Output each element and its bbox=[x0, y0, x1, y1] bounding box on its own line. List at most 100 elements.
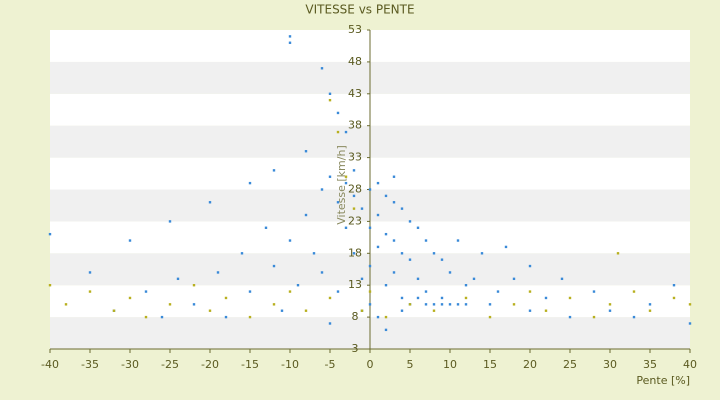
point bbox=[248, 181, 252, 185]
point bbox=[440, 296, 444, 300]
point bbox=[464, 284, 468, 287]
point bbox=[208, 309, 212, 312]
point bbox=[688, 322, 692, 325]
point bbox=[288, 41, 292, 44]
point bbox=[360, 277, 364, 281]
point bbox=[424, 239, 428, 242]
x-tick-label: 35 bbox=[643, 358, 657, 371]
point bbox=[272, 169, 276, 172]
point bbox=[528, 309, 532, 312]
point bbox=[352, 169, 356, 172]
point bbox=[304, 150, 308, 153]
point bbox=[512, 277, 516, 281]
point bbox=[360, 207, 364, 210]
x-tick-label: -20 bbox=[201, 358, 219, 371]
point bbox=[224, 296, 228, 300]
point bbox=[328, 92, 332, 95]
point bbox=[392, 201, 396, 204]
point bbox=[376, 181, 380, 185]
point bbox=[384, 328, 388, 332]
y-tick-label: 28 bbox=[348, 183, 362, 196]
point bbox=[464, 303, 468, 306]
point bbox=[648, 309, 652, 312]
point bbox=[168, 220, 172, 223]
point bbox=[112, 309, 116, 312]
y-tick-label: 48 bbox=[348, 55, 362, 68]
point bbox=[304, 309, 308, 312]
x-tick-label: 40 bbox=[683, 358, 697, 371]
point bbox=[424, 290, 428, 293]
point bbox=[568, 315, 572, 319]
point bbox=[288, 290, 292, 293]
point bbox=[240, 252, 244, 255]
x-tick-label: 0 bbox=[367, 358, 374, 371]
point bbox=[440, 258, 444, 261]
x-tick-label: -15 bbox=[241, 358, 259, 371]
point bbox=[432, 303, 436, 306]
point bbox=[272, 264, 276, 268]
point bbox=[488, 315, 492, 319]
point bbox=[368, 303, 372, 306]
y-tick-label: 38 bbox=[348, 119, 362, 132]
point bbox=[528, 264, 532, 268]
point bbox=[328, 175, 332, 178]
point bbox=[408, 220, 412, 223]
point bbox=[320, 271, 324, 274]
point bbox=[456, 239, 460, 242]
point bbox=[632, 290, 636, 293]
point bbox=[528, 290, 532, 293]
point bbox=[320, 67, 324, 70]
x-tick-label: -40 bbox=[41, 358, 59, 371]
y-tick-label: 13 bbox=[348, 278, 362, 291]
point bbox=[88, 271, 92, 274]
point bbox=[352, 252, 356, 255]
point bbox=[504, 245, 508, 249]
point bbox=[312, 252, 316, 255]
point bbox=[336, 201, 340, 204]
point bbox=[392, 239, 396, 242]
point bbox=[376, 213, 380, 217]
point bbox=[352, 194, 356, 198]
y-tick-label: 23 bbox=[348, 214, 362, 227]
point bbox=[208, 201, 212, 204]
y-tick-label: 33 bbox=[348, 151, 362, 164]
point bbox=[384, 194, 388, 198]
point bbox=[344, 226, 348, 229]
point bbox=[64, 303, 68, 306]
point bbox=[392, 175, 396, 178]
point bbox=[592, 290, 596, 293]
point bbox=[400, 252, 404, 255]
point bbox=[320, 188, 324, 191]
point bbox=[336, 290, 340, 293]
y-tick-label: 8 bbox=[352, 310, 359, 323]
point bbox=[336, 111, 340, 115]
point bbox=[672, 296, 676, 300]
point bbox=[144, 290, 148, 293]
point bbox=[416, 277, 420, 281]
point bbox=[544, 309, 548, 312]
point bbox=[288, 35, 292, 38]
point bbox=[328, 296, 332, 300]
point bbox=[192, 284, 196, 287]
point bbox=[672, 284, 676, 287]
point bbox=[344, 175, 348, 178]
point bbox=[224, 315, 228, 319]
point bbox=[400, 296, 404, 300]
point bbox=[192, 303, 196, 306]
point bbox=[168, 303, 172, 306]
point bbox=[304, 213, 308, 217]
point bbox=[328, 322, 332, 325]
point bbox=[632, 315, 636, 319]
point bbox=[488, 303, 492, 306]
point bbox=[448, 303, 452, 306]
point bbox=[432, 309, 436, 312]
point bbox=[280, 309, 284, 312]
point bbox=[160, 315, 164, 319]
point bbox=[288, 239, 292, 242]
point bbox=[416, 296, 420, 300]
point bbox=[472, 277, 476, 281]
point bbox=[248, 290, 252, 293]
point bbox=[144, 315, 148, 319]
point bbox=[128, 296, 132, 300]
point bbox=[48, 232, 52, 236]
